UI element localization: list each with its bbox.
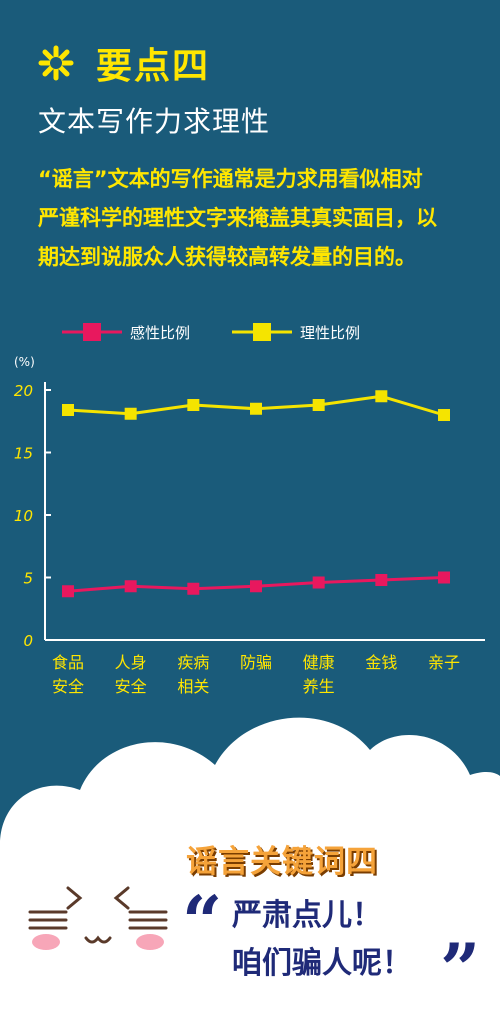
data-point-rational	[187, 399, 200, 411]
x-tick-label: 养生	[303, 677, 335, 696]
data-point-rational	[375, 390, 388, 403]
paragraph-line: 严谨科学的理性文字来掩盖其真实面目，以	[38, 206, 437, 230]
page-title: 要点四	[96, 46, 211, 87]
paragraph-line: 期达到说服众人获得较高转发量的目的。	[38, 245, 416, 269]
body-paragraph: “谣言”文本的写作通常是力求用看似相对 严谨科学的理性文字来掩盖其真实面目，以 …	[38, 160, 468, 277]
x-tick-label: 安全	[115, 677, 147, 696]
data-point-rational	[312, 399, 325, 411]
x-tick-label: 防骗	[240, 653, 272, 672]
x-tick-label: 健康	[303, 653, 335, 672]
x-tick-label: 相关	[177, 677, 209, 696]
data-point-emotional	[187, 582, 200, 595]
data-point-emotional	[250, 580, 262, 593]
x-tick-label: 人身	[115, 653, 147, 672]
chart-legend: 感性比例 理性比例	[60, 320, 400, 344]
data-point-emotional	[438, 571, 450, 584]
data-point-rational	[62, 404, 74, 416]
data-point-emotional	[312, 576, 325, 589]
data-point-rational	[250, 402, 262, 415]
y-tick-label: 15	[14, 445, 33, 463]
data-point-emotional	[62, 585, 74, 598]
y-tick-label: 20	[14, 382, 33, 400]
shy-face-icon	[28, 886, 168, 950]
close-quote-mark: ”	[440, 928, 481, 1011]
quote-line: 严肃点儿！	[232, 898, 382, 933]
legend-item-rational: 理性比例	[230, 320, 360, 344]
x-tick-label: 疾病	[177, 653, 209, 672]
y-tick-label: 5	[23, 570, 33, 588]
quote-text: 严肃点儿！ 咱们骗人呢！	[232, 892, 412, 988]
data-point-emotional	[375, 574, 388, 586]
data-point-rational	[124, 407, 137, 420]
x-tick-label: 亲子	[428, 653, 460, 672]
legend-swatch-rational	[232, 323, 293, 341]
page-subtitle: 文本写作力求理性	[38, 105, 271, 138]
y-unit-label: (%)	[14, 355, 35, 369]
data-point-emotional	[124, 580, 137, 593]
legend-swatch-emotional	[62, 323, 122, 341]
y-tick-label: 0	[23, 632, 33, 650]
open-quote-mark: “	[182, 880, 223, 963]
legend-label-emotional: 感性比例	[130, 323, 191, 342]
quote-line: 咱们骗人呢！	[232, 946, 412, 981]
x-tick-label: 食品	[52, 653, 84, 672]
asterisk-icon	[38, 45, 74, 81]
x-tick-label: 安全	[52, 677, 84, 696]
legend-label-rational: 理性比例	[300, 323, 361, 342]
keyword-title: 谣言关键词四	[186, 844, 378, 880]
paragraph-line: “谣言”文本的写作通常是力求用看似相对	[38, 167, 423, 191]
x-tick-label: 金钱	[365, 653, 397, 672]
legend-item-emotional: 感性比例	[60, 320, 190, 344]
title-row: 要点四	[38, 38, 210, 88]
y-tick-label: 10	[14, 507, 33, 525]
data-point-rational	[438, 409, 450, 421]
